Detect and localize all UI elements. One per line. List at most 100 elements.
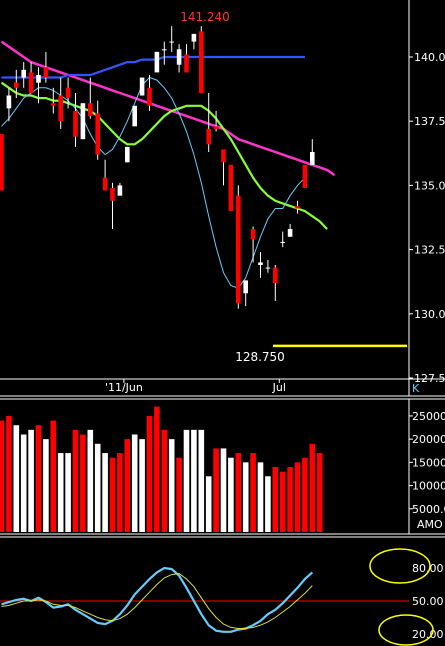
candle-body [117, 185, 123, 196]
volume-bar [13, 425, 20, 532]
candle-body [36, 74, 41, 83]
volume-bar [250, 453, 256, 532]
volume-bar [20, 434, 27, 532]
moving-average-line [1, 55, 305, 79]
volume-tick-label: 20000 [412, 433, 445, 446]
moving-average-line [0, 40, 336, 177]
volume-tick-label: 15000 [412, 456, 445, 469]
volume-bar [287, 467, 293, 532]
volume-bar [316, 453, 323, 532]
volume-bar [205, 476, 212, 532]
volume-bar [50, 420, 57, 532]
candle-body [162, 49, 167, 51]
volume-bar [72, 429, 79, 532]
volume-bar [94, 443, 101, 532]
candle-body [265, 267, 271, 269]
volume-bar [154, 406, 160, 532]
volume-bar [228, 457, 234, 532]
oscillator-lines [0, 566, 409, 633]
candle-body [102, 177, 108, 191]
candle-body [310, 152, 315, 165]
volume-bar [191, 429, 197, 532]
price-annotations: 141.240 128.750 [180, 10, 285, 364]
volume-bar [65, 453, 71, 532]
candle-body [243, 280, 248, 294]
volume-bar [0, 420, 5, 532]
volume-bar [6, 415, 12, 532]
volume-bar [183, 429, 190, 532]
candle-body [184, 54, 189, 73]
price-tick-label: 135.00 [414, 179, 445, 192]
price-tick-label: 130.00 [414, 308, 445, 321]
volume-bar [176, 457, 182, 532]
candle-body [206, 128, 211, 145]
candle-body [58, 95, 63, 122]
high-price-label: 141.240 [180, 10, 230, 24]
candle-body [199, 31, 204, 93]
oscillator-tick-label: 20.00 [412, 628, 444, 641]
volume-bar [57, 453, 64, 532]
volume-bar [294, 462, 301, 532]
candle-body [43, 67, 49, 78]
candle-body [132, 105, 137, 127]
oversold-circle [378, 614, 434, 646]
volume-bar [257, 462, 264, 532]
price-axis-tag: K [412, 382, 420, 395]
volume-tick-label: 25000 [412, 410, 445, 423]
candle-body [191, 33, 197, 42]
volume-bar [265, 476, 271, 532]
volume-bar [198, 429, 205, 532]
oscillator-tick-label: 50.00 [412, 595, 444, 608]
volume-bar [124, 439, 131, 532]
candle-body [51, 103, 56, 106]
panel-frames [0, 0, 445, 538]
candle-body [95, 113, 100, 155]
volume-tick-label: 10000 [412, 480, 445, 493]
oscillator-line [1, 566, 314, 633]
volume-bar [220, 448, 227, 532]
candle-body [14, 82, 19, 88]
volume-bar [168, 439, 175, 532]
moving-average-line [1, 76, 306, 289]
candle-body [88, 103, 93, 117]
candle-body [110, 187, 115, 201]
candle-body [250, 229, 256, 240]
volume-axis-tag: AMO [417, 518, 443, 531]
x-tick-label: '11/Jun [105, 381, 143, 394]
candle-body [6, 95, 12, 109]
price-tick-label: 137.50 [414, 115, 445, 128]
volume-bar [279, 471, 286, 532]
volume-bar [146, 415, 153, 532]
candle-body [258, 262, 263, 266]
candle-body [280, 241, 285, 243]
x-axis-ticks: '11/Jun Jul [105, 379, 286, 394]
x-tick-label: Jul [272, 381, 286, 394]
volume-bar [235, 453, 242, 532]
volume-bar [302, 457, 308, 532]
volume-bar [161, 429, 168, 532]
low-price-label: 128.750 [235, 350, 285, 364]
volume-bar [213, 448, 219, 532]
candle-body [21, 69, 26, 78]
moving-average-lines [0, 40, 407, 348]
volume-bar [35, 425, 42, 532]
candle-body [65, 87, 71, 99]
candle-body [80, 103, 86, 140]
candle-body [302, 164, 308, 188]
candle-body [295, 205, 300, 209]
volume-bar [43, 439, 49, 532]
oscillator-y-ticks: 80.00 50.00 20.00 [412, 562, 444, 641]
volume-bar [139, 439, 145, 532]
candle-body [0, 134, 4, 191]
candle-body [176, 49, 182, 65]
price-tick-label: 140.00 [414, 51, 445, 64]
candle-body [147, 87, 152, 106]
volume-bar [80, 434, 86, 532]
volume-bar [28, 429, 34, 532]
volume-bar [117, 453, 123, 532]
volume-y-ticks: 25000 20000 15000 10000 5000.0 [409, 410, 445, 516]
volume-tick-label: 5000.0 [412, 503, 445, 516]
oscillator-line [1, 572, 313, 629]
candle-body [28, 72, 34, 93]
